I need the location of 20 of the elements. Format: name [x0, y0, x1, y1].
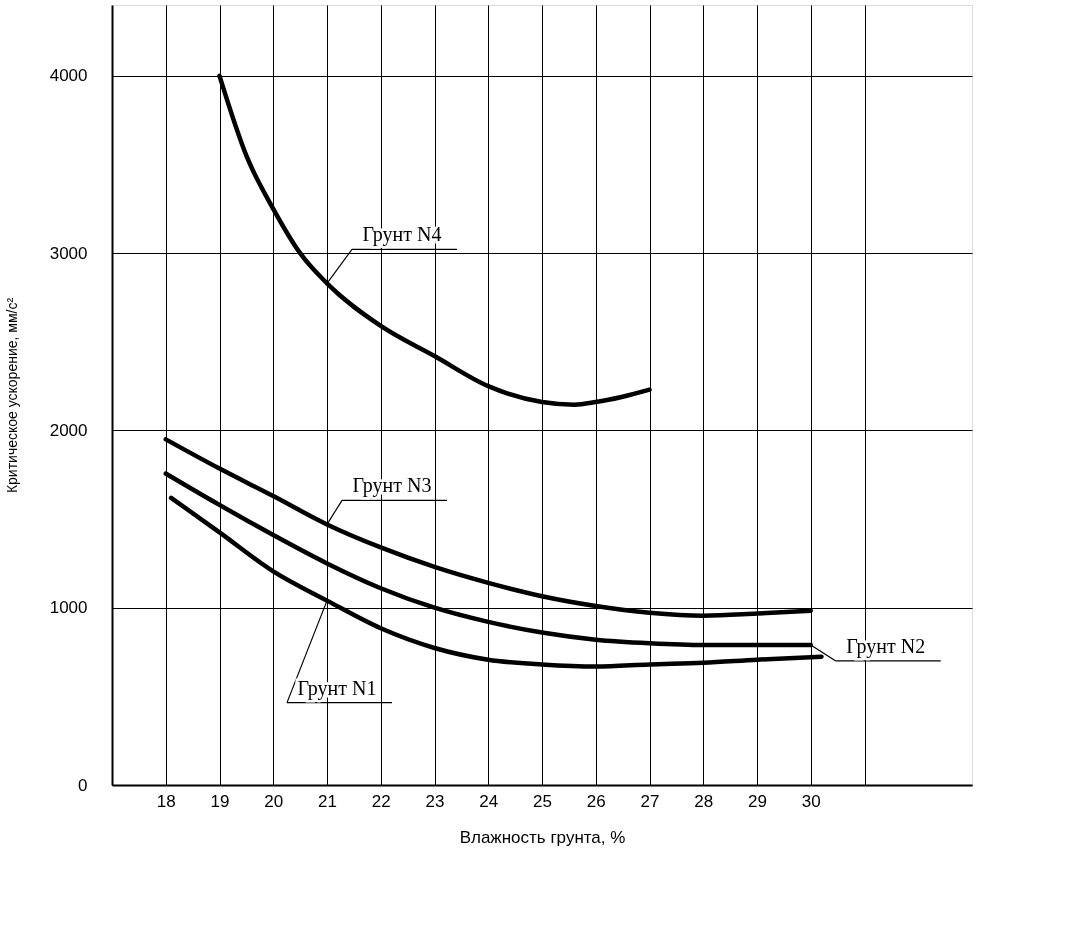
y-tick-label: 2000 — [49, 420, 88, 440]
y-tick-label: 4000 — [49, 66, 88, 86]
x-tick-label: 21 — [318, 791, 337, 811]
y-tick-label: 3000 — [49, 243, 88, 263]
y-tick-label: 1000 — [49, 598, 88, 618]
x-tick-label: 22 — [371, 791, 391, 811]
x-tick-label: 26 — [586, 791, 606, 811]
y-tick-label: 0 — [78, 775, 88, 795]
x-tick-label: 29 — [748, 791, 767, 811]
x-tick-label: 27 — [640, 791, 660, 811]
x-tick-label: 25 — [533, 791, 552, 811]
x-tick-label: 23 — [425, 791, 445, 811]
x-tick-label: 24 — [479, 791, 499, 811]
y-axis-title: Критическое ускорение, мм/с² — [3, 297, 20, 494]
x-tick-label: 18 — [156, 791, 176, 811]
x-tick-label: 30 — [801, 791, 821, 811]
x-axis-title: Влажность грунта, % — [459, 827, 626, 847]
x-tick-label: 20 — [264, 791, 284, 811]
x-tick-label: 28 — [694, 791, 714, 811]
x-tick-label: 19 — [210, 791, 230, 811]
